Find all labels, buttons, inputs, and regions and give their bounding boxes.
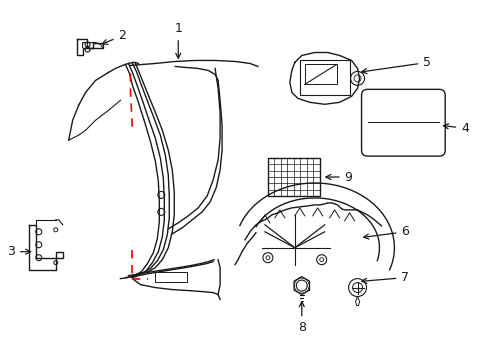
Bar [267, 158, 319, 196]
Text: 2: 2 [102, 29, 126, 44]
Text: 1: 1 [174, 22, 182, 58]
Text: 5: 5 [361, 56, 430, 73]
Bar [155, 272, 187, 282]
Text: 4: 4 [443, 122, 468, 135]
Text: 6: 6 [363, 225, 408, 239]
Text: 9: 9 [325, 171, 352, 184]
Text: 3: 3 [7, 245, 31, 258]
Bar [304, 64, 336, 84]
Bar [299, 60, 349, 95]
Text: 7: 7 [361, 271, 408, 284]
Text: 8: 8 [297, 302, 305, 334]
